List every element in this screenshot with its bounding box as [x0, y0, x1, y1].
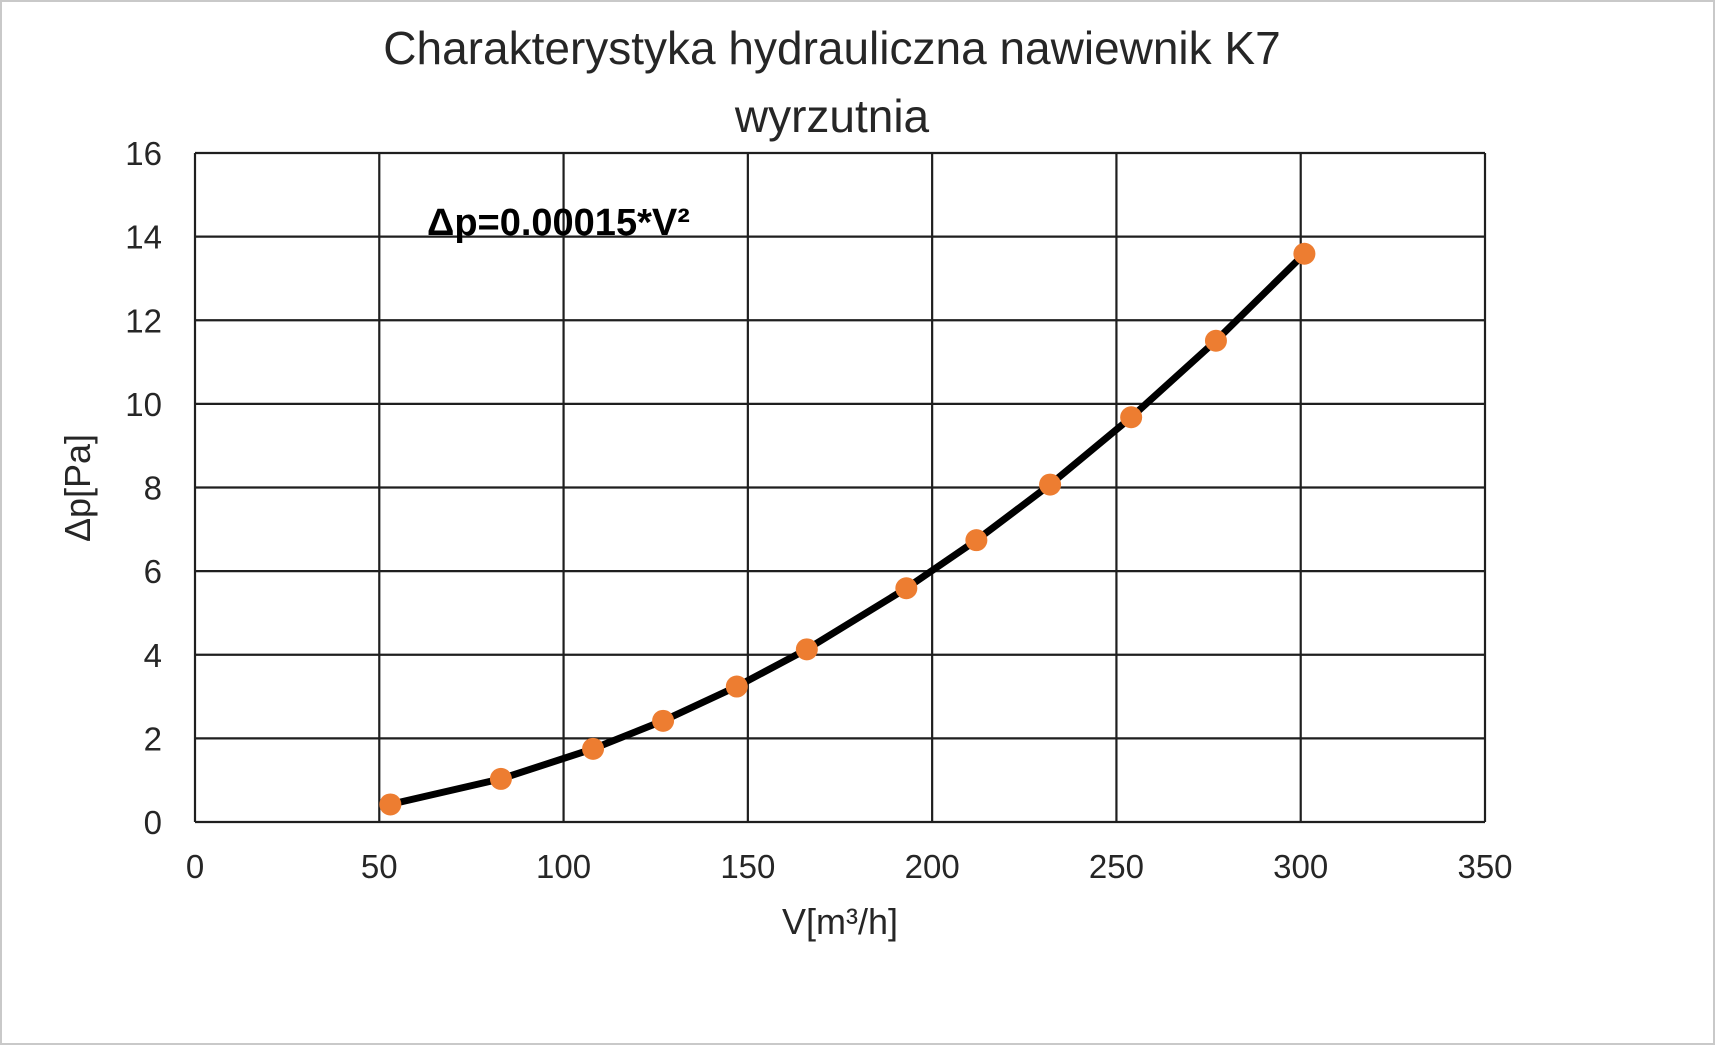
data-point-marker [582, 737, 605, 760]
y-tick-label: 16 [125, 135, 162, 172]
y-tick-label: 4 [144, 637, 162, 674]
data-point-marker [965, 529, 988, 552]
y-tick-label: 12 [125, 302, 162, 339]
data-point-marker [652, 709, 675, 732]
x-tick-label: 250 [1089, 848, 1144, 885]
data-point-marker [725, 675, 748, 698]
y-tick-label: 10 [125, 386, 162, 423]
y-tick-label: 0 [144, 804, 162, 841]
data-point-marker [1204, 329, 1227, 352]
x-axis-label: V[m³/h] [782, 901, 898, 942]
x-tick-label: 350 [1457, 848, 1512, 885]
data-point-marker [795, 638, 818, 661]
data-point-marker [895, 577, 918, 600]
data-point-marker [489, 767, 512, 790]
data-point-marker [1039, 473, 1062, 496]
x-tick-labels: 0 50 100 150 200 250 300 350 [186, 848, 1513, 885]
chart-title-line1: Charakterystyka hydrauliczna nawiewnik K… [383, 22, 1280, 74]
x-tick-label: 0 [186, 848, 204, 885]
x-tick-label: 300 [1273, 848, 1328, 885]
data-point-marker [1120, 406, 1143, 429]
series-line [386, 250, 1308, 808]
x-tick-label: 150 [720, 848, 775, 885]
y-tick-label: 6 [144, 553, 162, 590]
data-series [379, 242, 1316, 816]
grid-lines [193, 151, 1487, 824]
x-tick-label: 200 [905, 848, 960, 885]
formula-annotation: Δp=0.00015*V² [427, 202, 690, 244]
y-tick-label: 14 [125, 219, 162, 256]
y-tick-label: 8 [144, 470, 162, 507]
data-point-marker [1293, 242, 1316, 265]
y-tick-label: 2 [144, 720, 162, 757]
y-axis-label: Δp[Pa] [57, 434, 98, 542]
y-tick-labels: 0 2 4 6 8 10 12 14 16 [125, 135, 162, 841]
chart-title-line2: wyrzutnia [734, 90, 930, 142]
data-point-marker [379, 793, 402, 816]
x-tick-label: 50 [361, 848, 398, 885]
x-tick-label: 100 [536, 848, 591, 885]
